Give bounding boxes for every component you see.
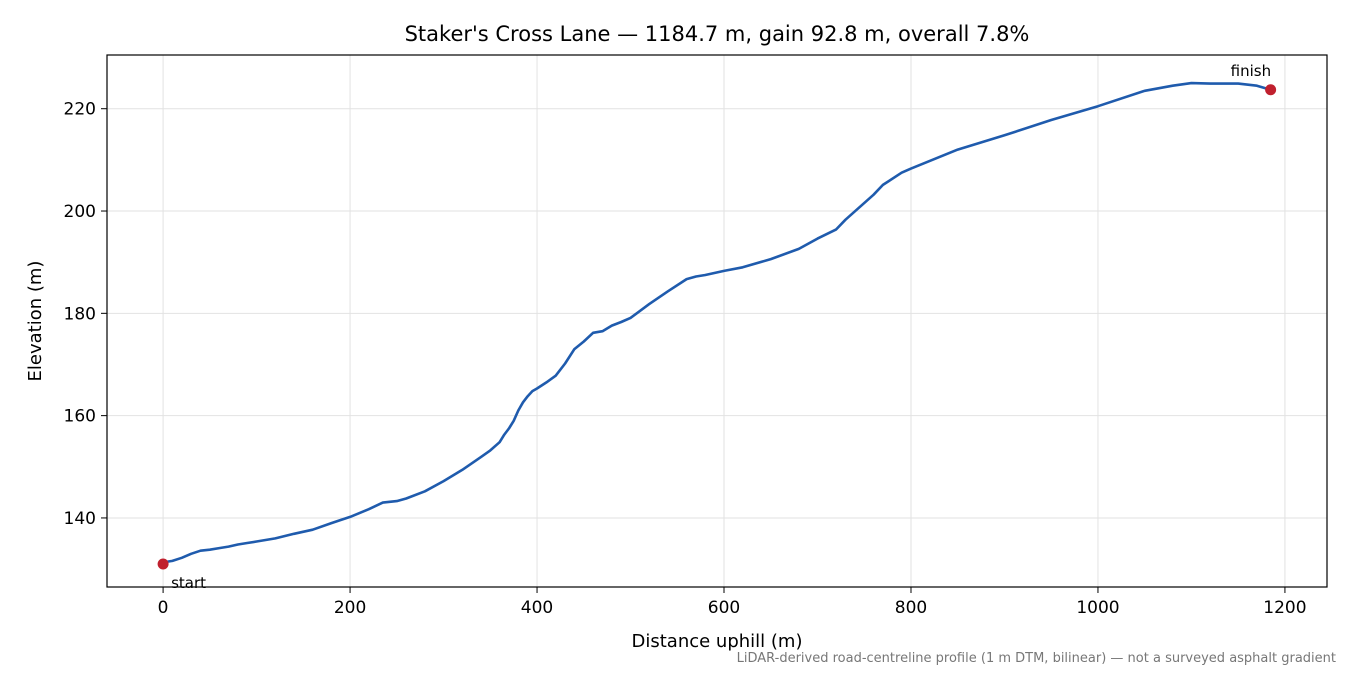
endpoint-markers: start finish [157, 62, 1277, 592]
y-axis-label: Elevation (m) [25, 261, 46, 382]
x-tick-label: 1000 [1076, 598, 1119, 618]
x-tick-label: 400 [521, 598, 553, 618]
y-tick-label: 160 [64, 407, 96, 427]
x-tick-label: 800 [895, 598, 927, 618]
data-source-footnote: LiDAR-derived road-centreline profile (1… [736, 651, 1336, 666]
start-label: start [171, 574, 206, 592]
y-tick-label: 140 [64, 509, 96, 529]
x-tick-label: 0 [158, 598, 169, 618]
x-tick-label: 1200 [1263, 598, 1306, 618]
x-tick-label: 600 [708, 598, 740, 618]
y-tick-label: 200 [64, 202, 96, 222]
y-tick-label: 220 [64, 100, 96, 120]
finish-label: finish [1231, 62, 1271, 80]
start-marker [157, 558, 169, 570]
x-tick-label: 200 [334, 598, 366, 618]
grid-lines [107, 55, 1327, 587]
elevation-series-line [161, 81, 1272, 564]
chart-title: Staker's Cross Lane — 1184.7 m, gain 92.… [405, 22, 1030, 46]
y-axis-ticks: 140 160 180 200 220 [64, 100, 107, 529]
x-axis-ticks: 0 200 400 600 800 1000 1200 [158, 587, 1307, 618]
x-axis-label: Distance uphill (m) [632, 631, 803, 652]
plot-frame [106, 54, 1328, 588]
finish-marker [1265, 84, 1277, 96]
y-tick-label: 180 [64, 304, 96, 324]
